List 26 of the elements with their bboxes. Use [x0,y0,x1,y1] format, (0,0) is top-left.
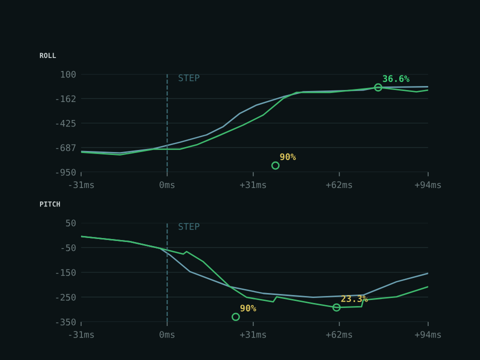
y-tick-label: -250 [56,294,76,301]
y-tick-label: -950 [56,168,76,176]
x-tick-label: -31ms [69,181,94,188]
y-tick-label: -50 [62,244,76,252]
x-tick-label: -31ms [69,331,94,338]
x-tick-label: +94ms [414,181,441,188]
x-tick-label: 0ms [160,181,174,188]
annotation: 90% [240,304,256,312]
annotation: 23.3% [341,295,368,302]
annotation: 36.6% [382,75,410,82]
y-tick-label: -150 [56,269,76,276]
x-tick-label: +31ms [240,331,266,338]
ref-line-label: STEP [178,74,200,82]
x-tick-label: +62ms [326,181,352,188]
x-tick-label: 0ms [160,331,174,338]
x-tick-label: +62ms [326,331,352,338]
y-tick-label: -687 [56,144,76,152]
y-tick-label: -350 [56,318,76,326]
y-tick-label: 100 [61,70,76,78]
annotation: 90% [280,153,296,160]
x-tick-label: +31ms [240,181,266,188]
y-tick-label: -162 [56,95,76,102]
x-tick-label: +94ms [414,331,441,338]
ref-line-label: STEP [178,223,200,230]
y-tick-label: 50 [66,220,76,226]
y-tick-label: -425 [56,120,76,127]
